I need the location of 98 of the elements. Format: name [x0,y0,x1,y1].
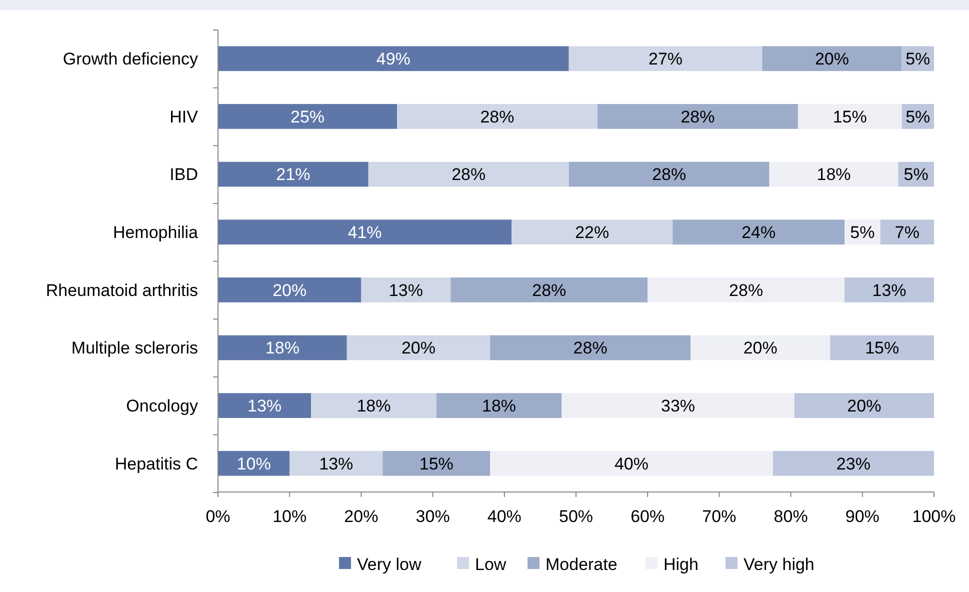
x-tick-label: 40% [487,507,522,526]
data-label: 28% [729,280,764,300]
bar [218,335,347,360]
y-tick-label: Hepatitis C [114,454,198,474]
data-label: 15% [832,107,867,126]
bar [218,220,512,245]
data-label: 20% [847,396,882,416]
data-label: 20% [272,280,307,300]
data-label: 24% [742,223,776,242]
bar [562,393,794,418]
x-tick-label: 90% [845,507,880,526]
data-label: 25% [290,107,325,126]
x-tick-label: 70% [702,507,736,526]
y-tick-label: Hemophilia [112,223,199,242]
data-label: 23% [836,454,870,474]
bar [830,335,934,360]
data-label: 33% [661,396,696,416]
legend-label: High [664,554,698,574]
data-label: 27% [648,50,683,69]
data-label: 40% [614,454,649,474]
data-label: 20% [401,338,436,358]
y-tick-label: HIV [170,107,199,126]
data-label: 28% [480,107,514,126]
bar [512,220,673,245]
bar [490,335,691,360]
data-label: 20% [814,50,849,69]
bar [361,277,451,302]
bar [218,393,312,418]
y-tick-label: Oncology [126,396,198,416]
legend-label: Very high [744,554,814,574]
data-label: 13% [248,396,282,416]
bar [218,450,290,476]
y-tick-label: Rheumatoid arthritis [46,280,198,300]
bar [597,104,798,129]
data-label: 13% [872,280,906,300]
x-tick-label: 100% [912,507,956,526]
data-label: 5% [904,165,928,184]
bar [382,450,490,476]
bar [844,277,934,302]
data-label: 18% [816,165,851,184]
bar [794,393,934,418]
data-label: 21% [276,165,310,184]
data-label: 5% [850,223,875,242]
x-tick-label: 30% [416,507,450,526]
legend-label: Very low [357,554,422,574]
x-tick-label: 60% [630,507,665,526]
bar [311,393,436,418]
data-label: 13% [319,454,354,474]
legend-label: Moderate [546,554,618,574]
bar [690,335,830,360]
x-tick-label: 50% [558,507,594,526]
bar [490,450,773,476]
data-label: 41% [348,223,382,242]
bar [568,46,762,72]
data-label: 28% [680,107,715,126]
data-label: 13% [388,280,423,300]
data-label: 18% [265,338,300,358]
data-label: 20% [743,338,778,358]
data-label: 22% [575,223,610,242]
x-tick-label: 0% [206,507,230,526]
data-label: 15% [419,454,454,474]
y-tick-label: Multiple scleroris [71,338,198,358]
bar [568,162,770,187]
bar [218,104,397,129]
data-label: 18% [482,396,516,416]
data-label: 7% [894,223,920,242]
x-tick-label: 10% [272,507,307,526]
bar [218,46,569,72]
x-tick-label: 20% [344,507,378,526]
legend-label: Low [475,554,507,574]
bar [769,162,898,187]
bar [672,220,844,245]
bar [798,104,902,129]
data-label: 15% [865,338,900,358]
bar [397,104,598,129]
bar [290,450,383,476]
data-label: 28% [573,338,608,358]
data-label: 28% [532,280,566,300]
bar [218,162,368,187]
data-label: 10% [236,454,271,474]
y-tick-label: Growth deficiency [62,50,198,69]
bar [648,277,844,302]
y-tick-label: IBD [170,165,198,184]
bar [450,277,648,302]
data-label: 18% [356,396,391,416]
bar [762,46,902,72]
data-label: 28% [452,165,486,184]
data-label: 49% [376,50,410,69]
bar [346,335,490,360]
bar [772,450,934,476]
bar [436,393,562,418]
x-tick-label: 80% [774,507,808,526]
data-label: 28% [652,165,686,184]
data-label: 5% [906,107,930,126]
data-label: 5% [906,50,930,69]
bar [218,277,362,302]
bar [368,162,569,187]
bar [880,220,934,245]
